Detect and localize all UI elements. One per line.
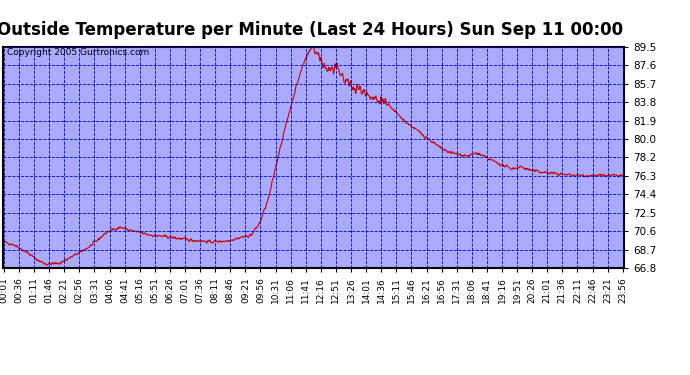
Text: Outside Temperature per Minute (Last 24 Hours) Sun Sep 11 00:00: Outside Temperature per Minute (Last 24 … [0, 21, 624, 39]
Text: Copyright 2005 Gurtronics.com: Copyright 2005 Gurtronics.com [7, 48, 149, 57]
